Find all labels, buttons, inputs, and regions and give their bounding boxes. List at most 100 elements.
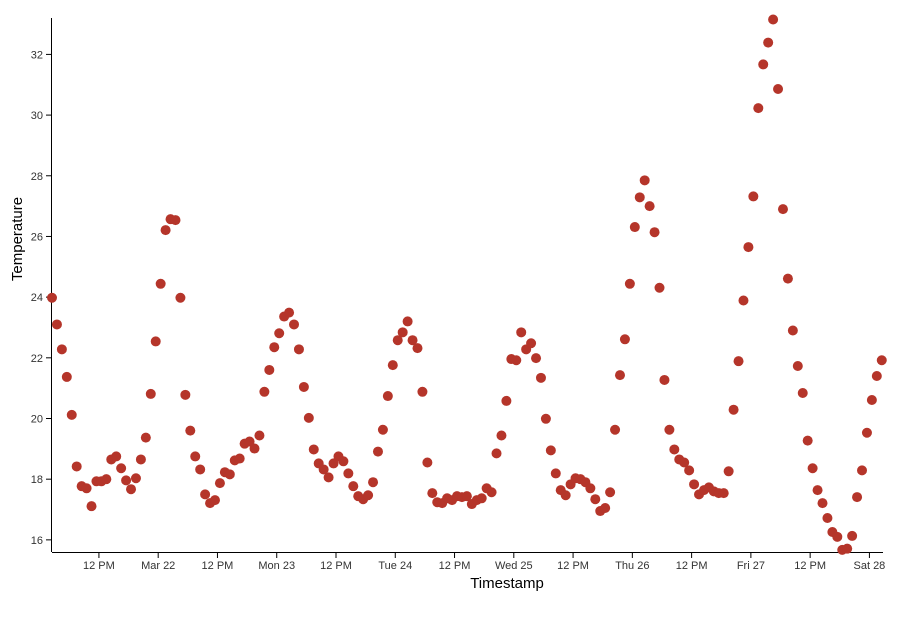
point xyxy=(269,342,280,353)
point xyxy=(170,215,181,226)
y-tick-label: 26 xyxy=(31,231,43,243)
point xyxy=(545,445,556,456)
point xyxy=(308,444,319,455)
point xyxy=(121,475,132,486)
point xyxy=(728,404,739,415)
y-tick-label: 16 xyxy=(31,535,43,547)
point xyxy=(540,413,551,424)
x-tick-label: 12 PM xyxy=(557,560,589,572)
point xyxy=(600,503,611,514)
point xyxy=(200,489,211,500)
x-tick-label: 12 PM xyxy=(676,560,708,572)
point xyxy=(348,481,359,492)
point xyxy=(422,457,433,468)
point xyxy=(476,493,487,504)
x-tick-label: 12 PM xyxy=(83,560,115,572)
point xyxy=(743,242,754,253)
point xyxy=(289,319,300,330)
point xyxy=(175,292,186,303)
x-axis-title: Timestamp xyxy=(470,575,544,592)
point xyxy=(402,316,413,327)
point xyxy=(664,424,675,435)
point xyxy=(214,478,225,489)
point xyxy=(382,391,393,402)
point xyxy=(649,227,660,238)
point xyxy=(372,446,383,457)
x-tick-label: Wed 25 xyxy=(495,560,533,572)
point xyxy=(392,335,403,346)
point xyxy=(861,427,872,438)
point xyxy=(155,278,166,289)
point xyxy=(126,484,137,495)
y-tick-label: 24 xyxy=(31,292,43,304)
point xyxy=(733,356,744,367)
point xyxy=(516,327,527,338)
x-tick-label: 12 PM xyxy=(794,560,826,572)
y-tick-label: 20 xyxy=(31,414,43,426)
point xyxy=(377,424,388,435)
point xyxy=(150,336,161,347)
x-tick-label: Sat 28 xyxy=(854,560,886,572)
point xyxy=(209,495,220,506)
point xyxy=(491,448,502,459)
point xyxy=(807,463,818,474)
y-tick-label: 30 xyxy=(31,110,43,122)
point xyxy=(748,191,759,202)
point xyxy=(753,103,764,114)
point xyxy=(284,307,295,318)
point xyxy=(644,201,655,212)
point xyxy=(689,479,700,490)
point xyxy=(605,487,616,498)
point xyxy=(871,371,882,382)
point xyxy=(412,343,423,354)
point xyxy=(684,465,695,476)
point xyxy=(293,344,304,355)
point xyxy=(338,456,349,467)
point xyxy=(244,436,255,447)
point xyxy=(397,327,408,338)
point xyxy=(363,490,374,501)
point xyxy=(140,432,151,443)
point xyxy=(417,386,428,397)
point xyxy=(368,477,379,488)
point xyxy=(847,530,858,541)
point xyxy=(787,325,798,336)
point xyxy=(318,464,329,475)
point xyxy=(718,488,729,499)
point xyxy=(185,425,196,436)
point xyxy=(61,371,72,382)
point xyxy=(116,463,127,474)
point xyxy=(274,328,285,339)
point xyxy=(866,394,877,405)
point xyxy=(461,491,472,502)
point xyxy=(160,225,171,236)
point xyxy=(797,388,808,399)
point xyxy=(328,458,339,469)
point xyxy=(234,453,245,464)
point xyxy=(195,464,206,475)
point xyxy=(531,353,542,364)
y-tick-label: 28 xyxy=(31,171,43,183)
point xyxy=(254,430,265,441)
y-tick-label: 32 xyxy=(31,49,43,61)
y-tick-label: 18 xyxy=(31,474,43,486)
x-tick-label: Mon 23 xyxy=(258,560,295,572)
point xyxy=(857,465,868,476)
point xyxy=(130,473,141,484)
point xyxy=(777,204,788,215)
y-tick-label: 22 xyxy=(31,353,43,365)
point xyxy=(526,338,537,349)
point xyxy=(550,468,561,479)
point xyxy=(387,360,398,371)
point xyxy=(259,386,270,397)
point xyxy=(822,513,833,524)
point xyxy=(768,14,779,25)
point xyxy=(619,334,630,345)
point xyxy=(501,395,512,406)
point xyxy=(832,531,843,542)
point xyxy=(190,451,201,462)
point xyxy=(111,451,122,462)
point xyxy=(66,409,77,420)
point xyxy=(343,468,354,479)
